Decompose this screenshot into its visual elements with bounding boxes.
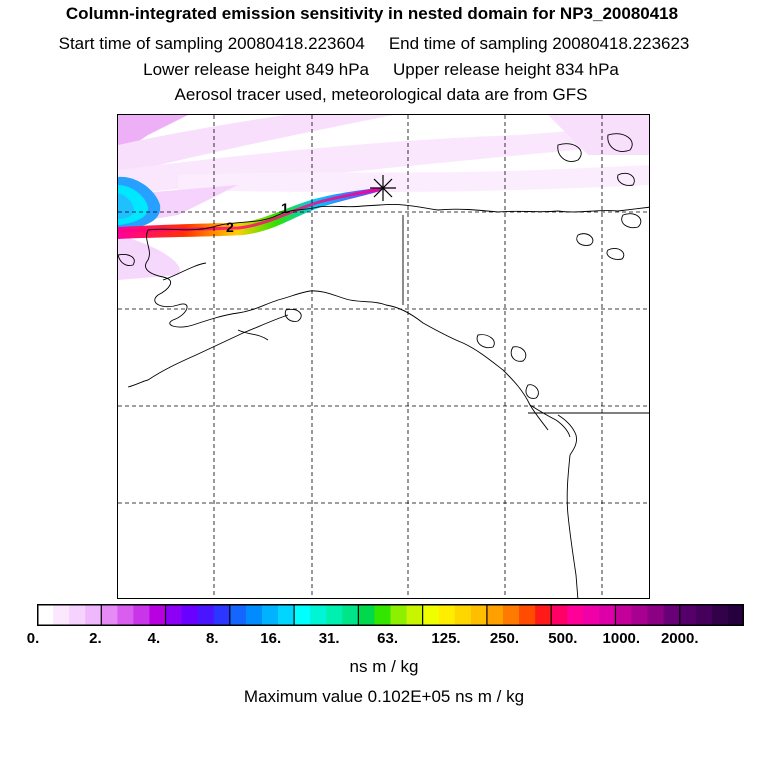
colorbar-cell — [390, 604, 408, 626]
colorbar-tick-label: 1000. — [602, 630, 641, 647]
colorbar-cell — [502, 604, 520, 626]
start-time-label: Start time of sampling 20080418.223604 — [58, 34, 365, 53]
colorbar-cell — [374, 604, 391, 626]
colorbar-cell — [310, 604, 327, 626]
colorbar-tick-label: 2. — [89, 630, 102, 647]
colorbar — [37, 604, 744, 626]
colorbar-tick-label: 125. — [431, 630, 461, 647]
colorbar-cell — [117, 604, 134, 626]
release-site-star — [370, 175, 396, 201]
colorbar-cell — [567, 604, 584, 626]
colorbar-tick-label: 16. — [260, 630, 282, 647]
colorbar-cell — [85, 604, 102, 626]
map-svg: 1 2 — [118, 115, 649, 598]
colorbar-border — [37, 604, 744, 626]
upper-release-label: Upper release height 834 hPa — [393, 60, 619, 79]
colorbar-cell — [213, 604, 231, 626]
colorbar-cell — [294, 604, 311, 626]
trajectory-label-1: 1 — [281, 200, 289, 216]
colorbar-cell — [422, 604, 440, 626]
colorbar-cell — [679, 604, 697, 626]
colorbar-cell — [229, 604, 247, 626]
end-time-label: End time of sampling 20080418.223623 — [388, 34, 690, 53]
colorbar-cell — [470, 604, 488, 626]
colorbar-cell — [245, 604, 263, 626]
sensitivity-haze — [118, 115, 649, 280]
colorbar-cell — [695, 604, 713, 626]
colorbar-cell — [551, 604, 568, 626]
colorbar-ticks: 0. 2. 4. 8. 16. 31. 63. 125. 250. 500. 1000. 2000. — [0, 630, 768, 650]
release-heights: Lower release height 849 hPa Upper releas… — [0, 60, 765, 80]
colorbar-cell — [53, 604, 70, 626]
colorbar-cell — [647, 604, 665, 626]
colorbar-cell — [261, 604, 279, 626]
plot-title: Column-integrated emission sensitivity i… — [65, 4, 679, 23]
colorbar-cell — [438, 604, 456, 626]
trajectory-label-2: 2 — [226, 219, 234, 235]
colorbar-cell — [486, 604, 504, 626]
colorbar-cell — [454, 604, 472, 626]
colorbar-cell — [326, 604, 343, 626]
colorbar-cell — [101, 604, 118, 626]
coastlines — [118, 133, 649, 598]
max-value-label: Maximum value 0.102E+05 ns m / kg — [243, 687, 525, 706]
colorbar-tick-label: 500. — [548, 630, 578, 647]
colorbar-cell — [615, 604, 633, 626]
colorbar-cell — [599, 604, 616, 626]
colorbar-cell — [149, 604, 167, 626]
colorbar-cell — [727, 604, 744, 626]
colorbar-tick-label: 4. — [147, 630, 161, 647]
colorbar-cell — [197, 604, 215, 626]
colorbar-cell — [278, 604, 295, 626]
colorbar-cell — [358, 604, 375, 626]
colorbar-cell — [133, 604, 150, 626]
colorbar-cell — [181, 604, 199, 626]
sampling-times: Start time of sampling 20080418.223604 En… — [0, 34, 758, 54]
colorbar-cell — [342, 604, 359, 626]
colorbar-cell — [711, 604, 729, 626]
tracer-note: Aerosol tracer used, meteorological data… — [174, 85, 588, 104]
colorbar-tick-label: 31. — [318, 630, 340, 647]
colorbar-tick-label: 250. — [489, 630, 520, 647]
colorbar-cell — [165, 604, 183, 626]
colorbar-tick-label: 8. — [206, 630, 219, 647]
colorbar-cell — [663, 604, 681, 626]
colorbar-tick-label: 0. — [26, 630, 40, 647]
colorbar-tick-label: 63. — [377, 630, 399, 647]
colorbar-units: ns m / kg — [349, 657, 419, 676]
colorbar-tick-label: 2000. — [660, 630, 699, 647]
colorbar-cell — [535, 604, 552, 626]
colorbar-cell — [37, 604, 54, 626]
colorbar-cell — [583, 604, 600, 626]
map-panel: 1 2 — [117, 114, 650, 599]
colorbar-cell — [519, 604, 536, 626]
colorbar-cell — [631, 604, 649, 626]
blue-blob — [118, 176, 161, 231]
colorbar-cell — [406, 604, 424, 626]
graticule — [118, 115, 649, 598]
colorbar-cell — [69, 604, 86, 626]
lower-release-label: Lower release height 849 hPa — [143, 60, 369, 79]
